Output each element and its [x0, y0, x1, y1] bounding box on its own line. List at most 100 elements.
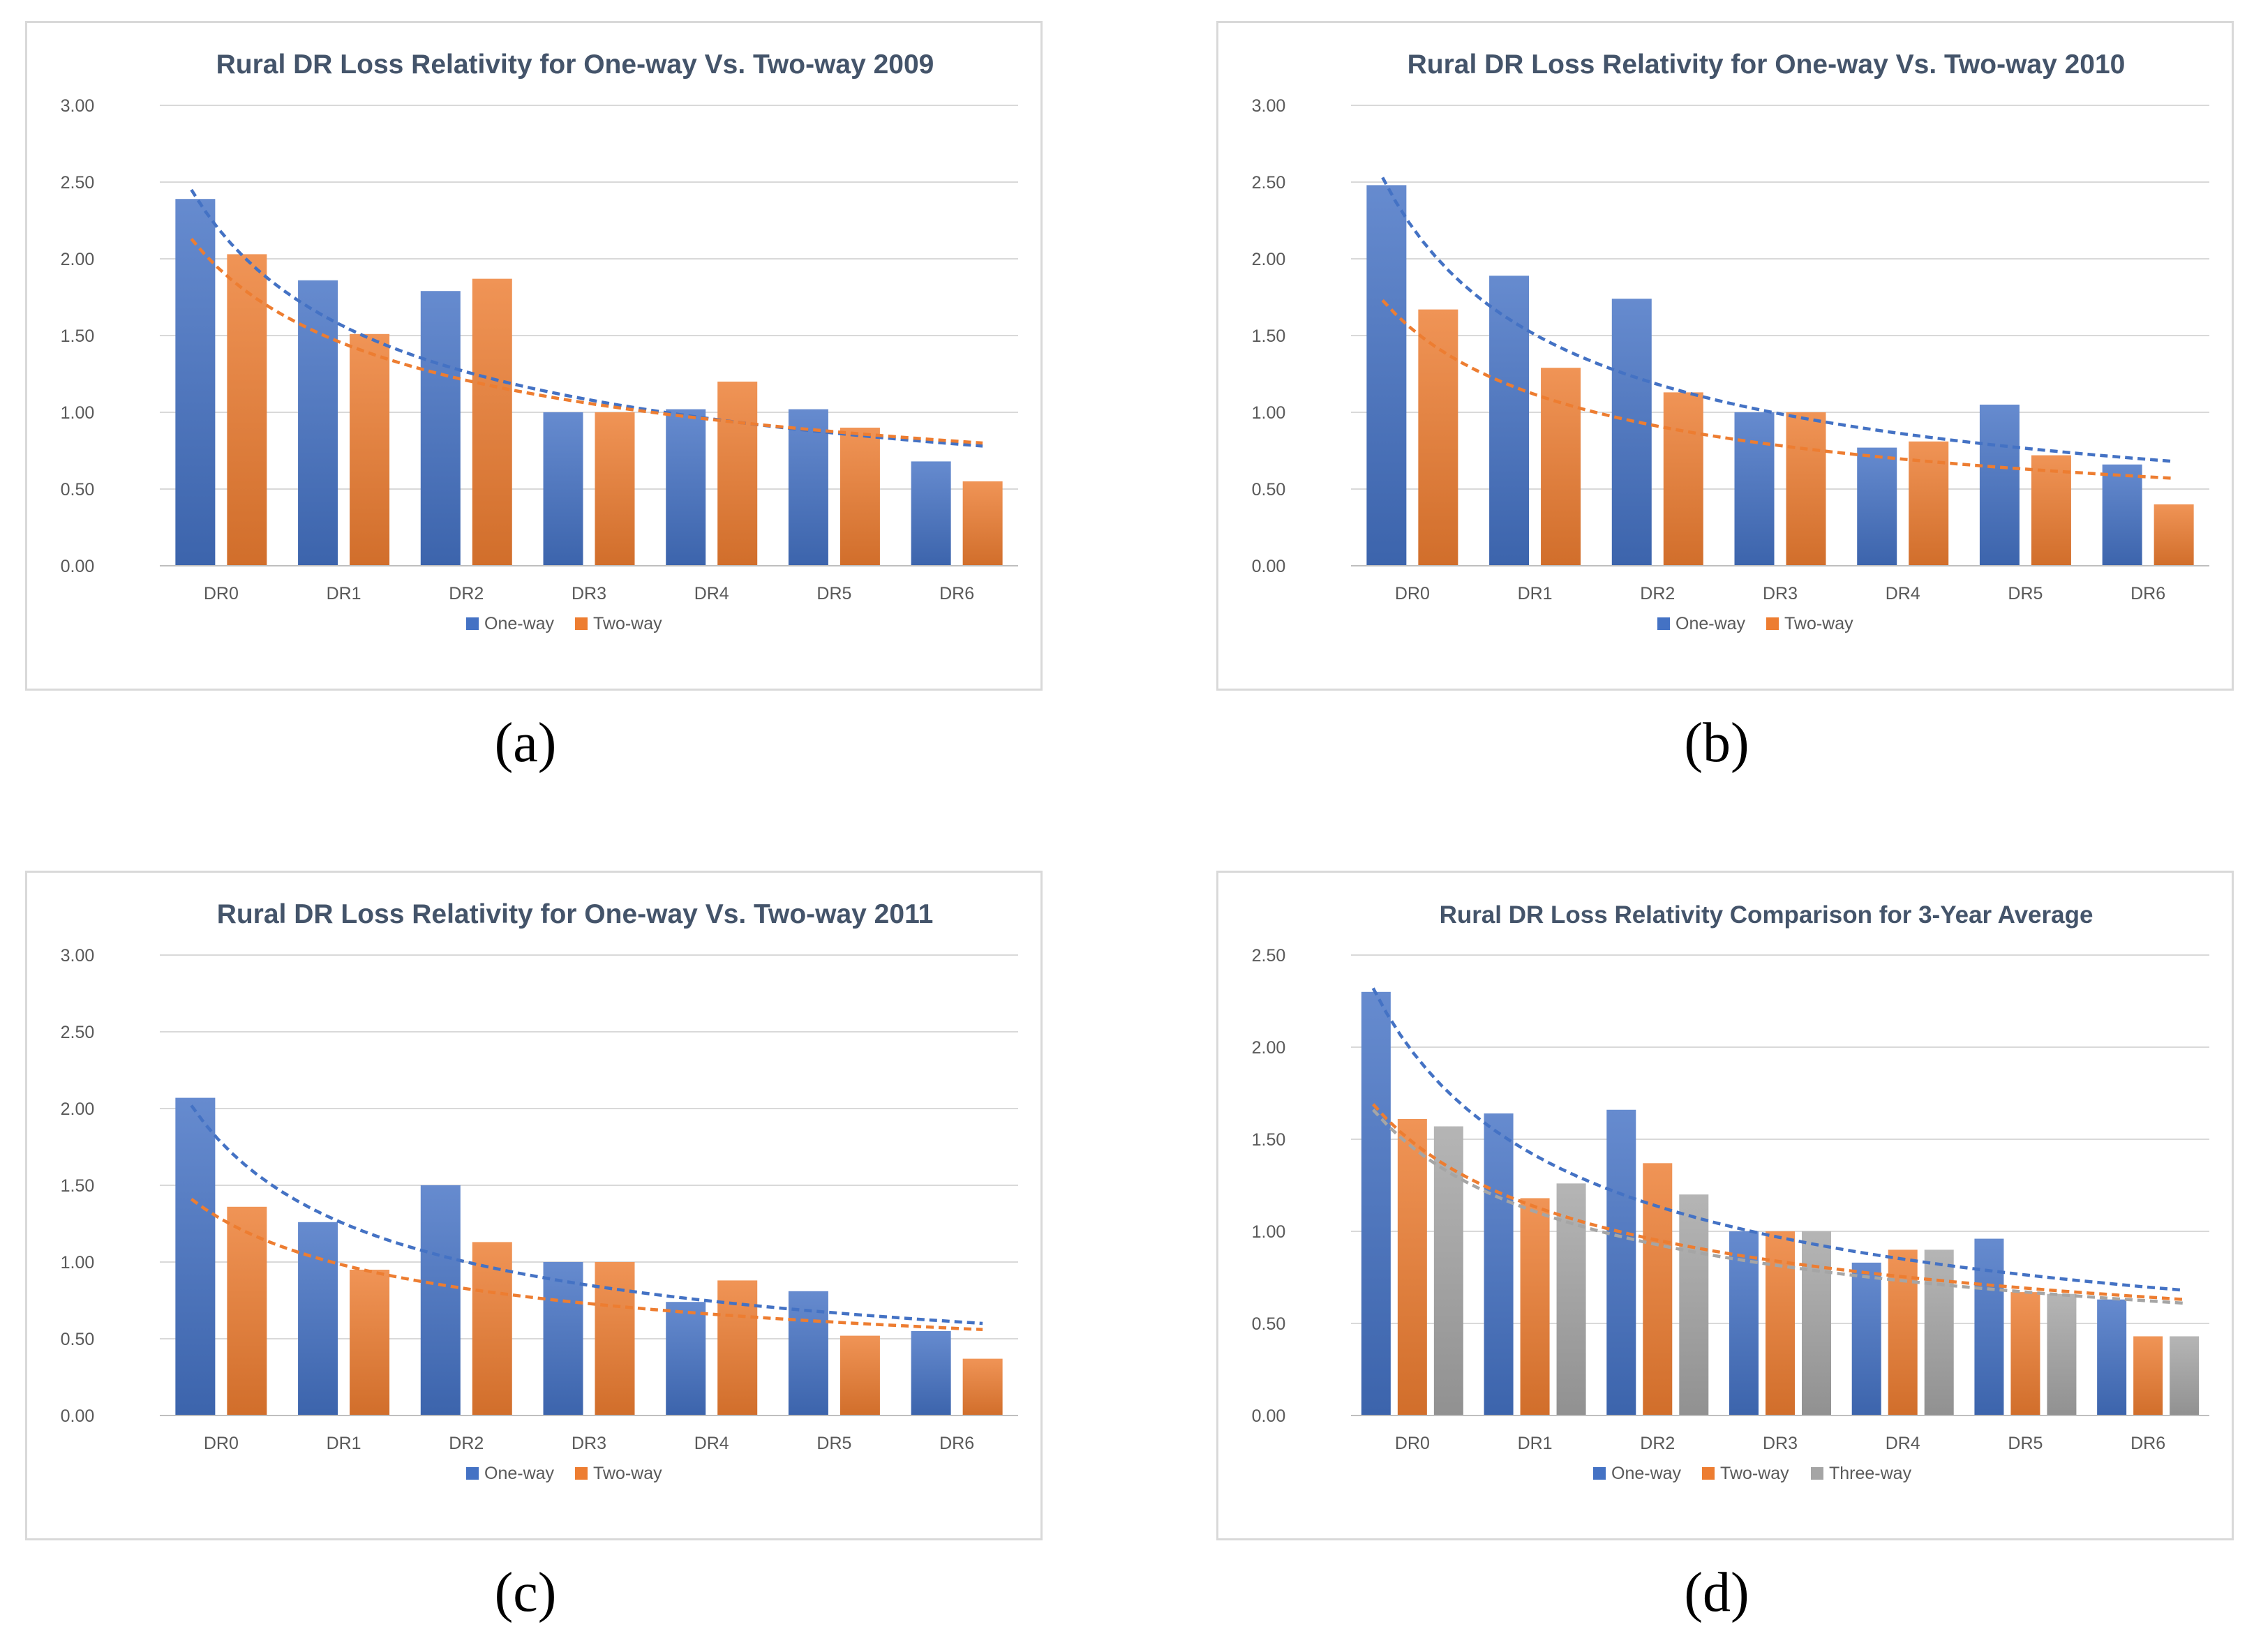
trendline-one-way: [190, 188, 983, 448]
x-tick-label: DR0: [204, 584, 239, 603]
legend-swatch-two-way: [1766, 617, 1779, 630]
bar-one-way-dr5: [1974, 1238, 2004, 1416]
bar-one-way-dr5: [788, 409, 828, 566]
bar-two-way-dr3: [1786, 412, 1826, 566]
y-tick-label: 1.00: [1252, 403, 1286, 423]
chart-title: Rural DR Loss Relativity for One-way Vs.…: [217, 899, 934, 929]
caption-a: (a): [494, 712, 557, 774]
legend-swatch-one-way: [466, 617, 479, 630]
chart-panel-c: Rural DR Loss Relativity for One-way Vs.…: [25, 871, 1043, 1540]
bar-two-way-dr6: [962, 481, 1003, 566]
bar-one-way-dr4: [666, 1302, 706, 1416]
chart-title: Rural DR Loss Relativity for One-way Vs.…: [1408, 50, 2126, 80]
y-tick-label: 2.00: [1252, 250, 1286, 269]
bar-one-way-dr2: [420, 291, 461, 566]
x-tick-label: DR5: [2008, 584, 2043, 603]
x-tick-label: DR1: [327, 1434, 361, 1453]
bar-one-way-dr4: [666, 409, 706, 566]
x-tick-label: DR3: [572, 584, 606, 603]
y-tick-label: 0.00: [61, 1406, 95, 1426]
y-tick-label: 0.00: [1252, 1406, 1286, 1426]
caption-d: (d): [1684, 1562, 1749, 1623]
bar-three-way-dr5: [2047, 1293, 2077, 1416]
trendline-three-way: [1372, 1109, 2185, 1305]
legend-label: One-way: [1675, 614, 1746, 633]
bar-three-way-dr6: [2170, 1336, 2200, 1416]
x-tick-label: DR2: [1640, 584, 1675, 603]
legend-swatch-one-way: [1593, 1467, 1606, 1480]
x-tick-label: DR5: [2008, 1434, 2043, 1453]
y-tick-label: 1.00: [1252, 1222, 1286, 1242]
y-tick-label: 3.00: [1252, 96, 1286, 116]
bar-three-way-dr4: [1924, 1249, 1954, 1416]
y-tick-label: 2.00: [1252, 1038, 1286, 1058]
legend-label: One-way: [484, 1464, 555, 1483]
bar-two-way-dr1: [1520, 1198, 1550, 1416]
bar-three-way-dr3: [1802, 1231, 1831, 1416]
bar-two-way-dr1: [350, 1270, 390, 1416]
x-tick-label: DR2: [449, 1434, 484, 1453]
bar-one-way-dr3: [1734, 412, 1775, 566]
y-tick-label: 2.50: [61, 173, 95, 193]
bar-two-way-dr5: [839, 428, 880, 566]
x-tick-label: DR4: [1886, 1434, 1920, 1453]
bar-two-way-dr5: [2010, 1292, 2040, 1416]
legend-label: Two-way: [1720, 1464, 1789, 1483]
x-tick-label: DR6: [939, 584, 974, 603]
chart-panel-b: Rural DR Loss Relativity for One-way Vs.…: [1216, 21, 2234, 691]
legend-swatch-two-way: [1702, 1467, 1715, 1480]
legend-swatch-one-way: [466, 1467, 479, 1480]
x-tick-label: DR0: [1395, 584, 1430, 603]
trendline-one-way: [190, 1104, 983, 1326]
bar-one-way-dr0: [175, 1097, 216, 1416]
y-tick-label: 2.50: [1252, 173, 1286, 193]
bar-one-way-dr0: [1361, 991, 1391, 1416]
bar-two-way-dr2: [472, 278, 512, 566]
chart-panel-a: Rural DR Loss Relativity for One-way Vs.…: [25, 21, 1043, 691]
y-tick-label: 0.50: [1252, 1314, 1286, 1334]
x-tick-label: DR1: [1518, 584, 1553, 603]
bar-two-way-dr3: [1766, 1231, 1795, 1416]
y-tick-label: 3.00: [61, 96, 95, 116]
trendline-one-way: [1381, 177, 2174, 463]
bar-two-way-dr2: [472, 1242, 512, 1416]
bar-two-way-dr6: [2133, 1336, 2163, 1416]
bar-one-way-dr3: [543, 1262, 583, 1416]
bar-two-way-dr3: [595, 1262, 635, 1416]
y-tick-label: 1.50: [61, 1176, 95, 1196]
y-tick-label: 0.00: [1252, 557, 1286, 576]
bar-one-way-dr1: [1484, 1113, 1514, 1416]
bar-two-way-dr0: [1418, 309, 1458, 566]
bar-two-way-dr1: [350, 333, 390, 566]
legend-label: Two-way: [1784, 614, 1853, 633]
bar-two-way-dr2: [1643, 1163, 1673, 1416]
bar-one-way-dr6: [911, 461, 951, 566]
y-tick-label: 2.50: [61, 1023, 95, 1042]
x-tick-label: DR3: [1763, 1434, 1798, 1453]
bar-one-way-dr1: [1489, 276, 1530, 566]
x-tick-label: DR5: [816, 1434, 851, 1453]
legend-swatch-one-way: [1657, 617, 1670, 630]
x-tick-label: DR4: [694, 584, 729, 603]
bar-two-way-dr6: [2154, 504, 2194, 566]
chart-svg: Rural DR Loss Relativity for One-way Vs.…: [61, 899, 1018, 1483]
chart-title: Rural DR Loss Relativity for One-way Vs.…: [216, 50, 934, 80]
bar-two-way-dr3: [595, 412, 635, 566]
bar-one-way-dr0: [175, 199, 216, 566]
bar-two-way-dr6: [962, 1358, 1003, 1416]
chart-svg: Rural DR Loss Relativity for One-way Vs.…: [1252, 50, 2209, 633]
x-tick-label: DR4: [1886, 584, 1920, 603]
bar-three-way-dr0: [1433, 1126, 1463, 1416]
y-tick-label: 1.50: [1252, 1130, 1286, 1150]
bar-one-way-dr5: [1979, 405, 2020, 566]
bar-two-way-dr0: [227, 1206, 267, 1416]
x-tick-label: DR2: [449, 584, 484, 603]
y-tick-label: 2.00: [61, 250, 95, 269]
legend-label: Two-way: [593, 614, 662, 633]
y-tick-label: 2.00: [61, 1099, 95, 1119]
x-tick-label: DR4: [694, 1434, 729, 1453]
y-tick-label: 1.50: [61, 326, 95, 346]
caption-b: (b): [1684, 712, 1749, 774]
bar-one-way-dr6: [2097, 1299, 2127, 1416]
bar-one-way-dr1: [298, 280, 338, 566]
